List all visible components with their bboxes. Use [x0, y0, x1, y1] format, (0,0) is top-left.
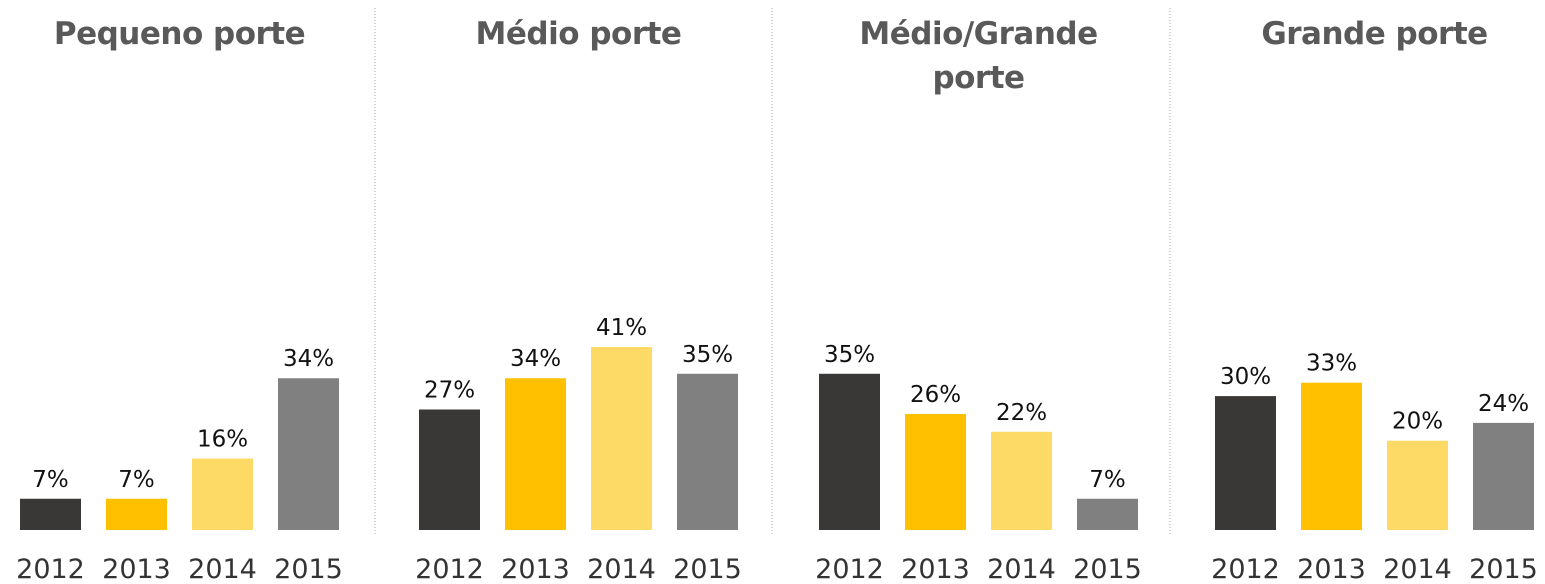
panel-title: Médio porte [475, 16, 682, 52]
bar [106, 498, 167, 530]
bar [192, 458, 253, 530]
bar [1387, 440, 1448, 530]
x-tick-label: 2014 [587, 554, 656, 584]
bar [1077, 498, 1138, 530]
bar [419, 409, 480, 530]
value-label: 34% [283, 346, 334, 372]
bar [505, 378, 566, 530]
value-label: 34% [510, 346, 561, 372]
panel-title: Médio/Grande porte [859, 16, 1098, 96]
panel-title: Grande porte [1261, 16, 1488, 52]
bar [278, 378, 339, 530]
bar [1473, 422, 1534, 530]
x-tick-label: 2013 [1297, 554, 1366, 584]
x-tick-label: 2013 [501, 554, 570, 584]
x-tick-label: 2015 [274, 554, 343, 584]
x-tick-label: 2014 [188, 554, 257, 584]
bar [1215, 396, 1276, 530]
bar [1301, 382, 1362, 530]
value-label: 7% [1089, 467, 1126, 493]
bar [20, 498, 81, 530]
value-label: 26% [910, 382, 961, 408]
value-label: 22% [996, 400, 1047, 426]
x-tick-label: 2015 [1469, 554, 1538, 584]
x-tick-label: 2013 [102, 554, 171, 584]
value-label: 30% [1220, 364, 1271, 390]
x-tick-label: 2012 [415, 554, 484, 584]
x-tick-label: 2014 [987, 554, 1056, 584]
bar [591, 347, 652, 530]
bar [905, 413, 966, 530]
value-label: 24% [1478, 391, 1529, 417]
value-label: 7% [32, 467, 69, 493]
x-tick-label: 2012 [1211, 554, 1280, 584]
bar [819, 373, 880, 530]
value-label: 33% [1306, 351, 1357, 377]
x-tick-label: 2012 [815, 554, 884, 584]
value-label: 41% [596, 315, 647, 341]
panel-title: Pequeno porte [53, 16, 306, 52]
x-tick-label: 2015 [673, 554, 742, 584]
x-tick-label: 2015 [1073, 554, 1142, 584]
x-tick-label: 2013 [901, 554, 970, 584]
value-label: 27% [424, 377, 475, 403]
x-tick-label: 2012 [16, 554, 85, 584]
value-label: 35% [824, 342, 875, 368]
bar [677, 373, 738, 530]
value-label: 16% [197, 427, 248, 453]
x-tick-label: 2014 [1383, 554, 1452, 584]
value-label: 20% [1392, 409, 1443, 435]
value-label: 35% [682, 342, 733, 368]
bar [991, 431, 1052, 530]
value-label: 7% [118, 467, 155, 493]
